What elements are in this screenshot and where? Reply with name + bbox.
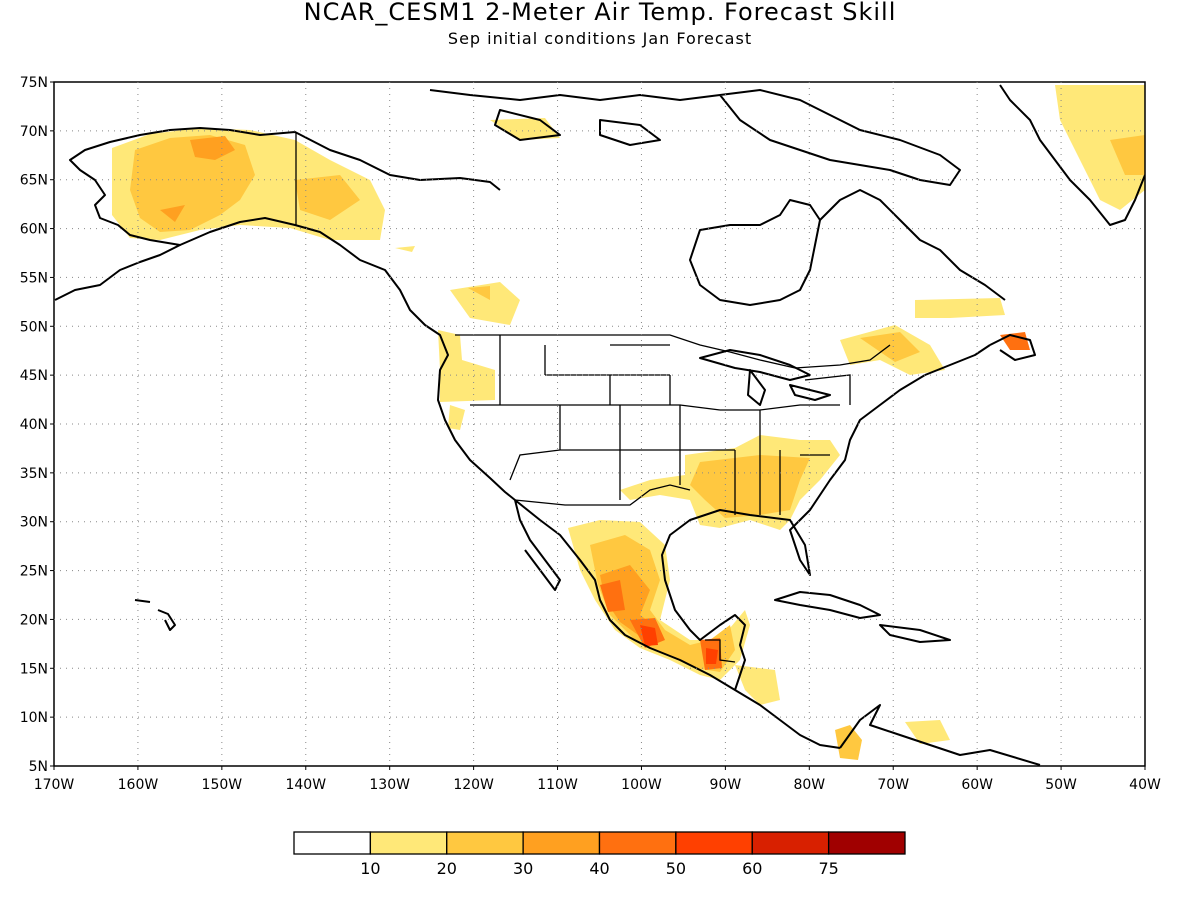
- skill-area-honduras: [735, 665, 780, 705]
- colorbar-swatch: [675, 831, 753, 855]
- lon-tick-label: 150W: [202, 777, 243, 793]
- coastline-arctic-islands: [429, 89, 961, 186]
- colorbar-swatch: [293, 831, 372, 855]
- colorbar-label: 20: [437, 859, 457, 878]
- lon-tick-label: 90W: [710, 777, 742, 793]
- border-us-states: [470, 335, 851, 515]
- lat-tick-label: 50N: [20, 319, 48, 335]
- lon-tick-label: 110W: [537, 777, 578, 793]
- lat-tick-label: 45N: [20, 368, 48, 384]
- lon-tick-label: 120W: [453, 777, 494, 793]
- skill-area-quebec-core: [860, 332, 920, 362]
- colorbar-label: 40: [589, 859, 609, 878]
- colorbar-swatch: [827, 831, 906, 855]
- gridlines: [54, 82, 1145, 766]
- lat-tick-label: 70N: [20, 124, 48, 140]
- colorbar-label: 30: [513, 859, 533, 878]
- lat-tick-label: 65N: [20, 173, 48, 189]
- coastline-hudson-bay: [689, 199, 821, 306]
- coastline-alaska: [54, 127, 501, 301]
- lat-tick-label: 75N: [20, 75, 48, 91]
- colorbar-swatch: [522, 831, 601, 855]
- colorbar-label: 10: [360, 859, 380, 878]
- lon-tick-label: 50W: [1045, 777, 1077, 793]
- lon-tick-label: 160W: [118, 777, 159, 793]
- lon-tick-label: 130W: [369, 777, 410, 793]
- skill-area-alaska-core: [130, 135, 255, 232]
- skill-area-colombia: [835, 725, 862, 760]
- lat-tick-label: 10N: [20, 710, 48, 726]
- lat-tick-label: 30N: [20, 515, 48, 531]
- colorbar-label: 50: [666, 859, 686, 878]
- lat-tick-label: 55N: [20, 270, 48, 286]
- coastline-hawaii: [134, 599, 176, 631]
- coastline-gulf-east: [661, 344, 1041, 766]
- lat-tick-label: 35N: [20, 466, 48, 482]
- lon-tick-label: 170W: [34, 777, 75, 793]
- coastline-great-lakes: [699, 349, 831, 406]
- colorbar-label: 75: [818, 859, 838, 878]
- coastline-newfoundland: [989, 334, 1036, 361]
- lat-tick-label: 20N: [20, 612, 48, 628]
- coastline-cuba: [774, 591, 951, 643]
- lat-tick-label: 5N: [29, 759, 48, 775]
- political-borders: [295, 132, 891, 663]
- axis-labels: 75N 70N 65N 60N 55N 50N 45N 40N 35N 30N 25N 20N 15N 1…: [20, 75, 1161, 793]
- skill-area-brooks: [490, 118, 560, 140]
- coastline-gulf-of-alaska: [179, 217, 516, 501]
- colorbar-swatch: [598, 831, 677, 855]
- colorbar-swatch: [369, 831, 448, 855]
- skill-shading: [112, 85, 1145, 760]
- skill-area-venezuela: [905, 720, 950, 744]
- coastlines: [54, 84, 1145, 766]
- lon-tick-label: 140W: [285, 777, 326, 793]
- chart-title: NCAR_CESM1 2-Meter Air Temp. Forecast Sk…: [303, 0, 897, 26]
- lat-tick-label: 15N: [20, 661, 48, 677]
- skill-area-newfoundland: [1000, 332, 1030, 350]
- lon-tick-label: 70W: [877, 777, 909, 793]
- skill-area-greenland-core: [1110, 135, 1145, 175]
- skill-area-greenland: [1055, 85, 1145, 210]
- lat-tick-label: 25N: [20, 564, 48, 580]
- lon-tick-label: 80W: [793, 777, 825, 793]
- border-us-canada: [455, 334, 891, 369]
- skill-area-yukon: [295, 175, 360, 220]
- border-us-mexico: [514, 484, 691, 506]
- axis-ticks: [50, 81, 1146, 770]
- colorbar-swatch: [446, 831, 524, 855]
- colorbar: 10 20 30 40 50 60 75: [293, 831, 906, 878]
- lon-tick-label: 100W: [621, 777, 662, 793]
- border-guatemala: [705, 639, 736, 663]
- skill-area-bc2: [468, 286, 490, 300]
- skill-area-mexico-max: [640, 625, 718, 664]
- chart-subtitle: Sep initial conditions Jan Forecast: [447, 29, 753, 48]
- skill-area-alaska-core2: [160, 136, 235, 222]
- lon-tick-label: 60W: [961, 777, 993, 793]
- colorbar-swatch: [751, 831, 830, 855]
- lat-tick-label: 40N: [20, 417, 48, 433]
- lon-tick-label: 40W: [1129, 777, 1161, 793]
- skill-area-bc: [395, 246, 520, 325]
- coastline-baja: [514, 499, 841, 749]
- skill-area-pnw: [438, 330, 495, 430]
- coastline-greenland: [999, 84, 1145, 226]
- skill-area-quebec: [840, 298, 1005, 375]
- colorbar-label: 60: [742, 859, 762, 878]
- lat-tick-label: 60N: [20, 222, 48, 238]
